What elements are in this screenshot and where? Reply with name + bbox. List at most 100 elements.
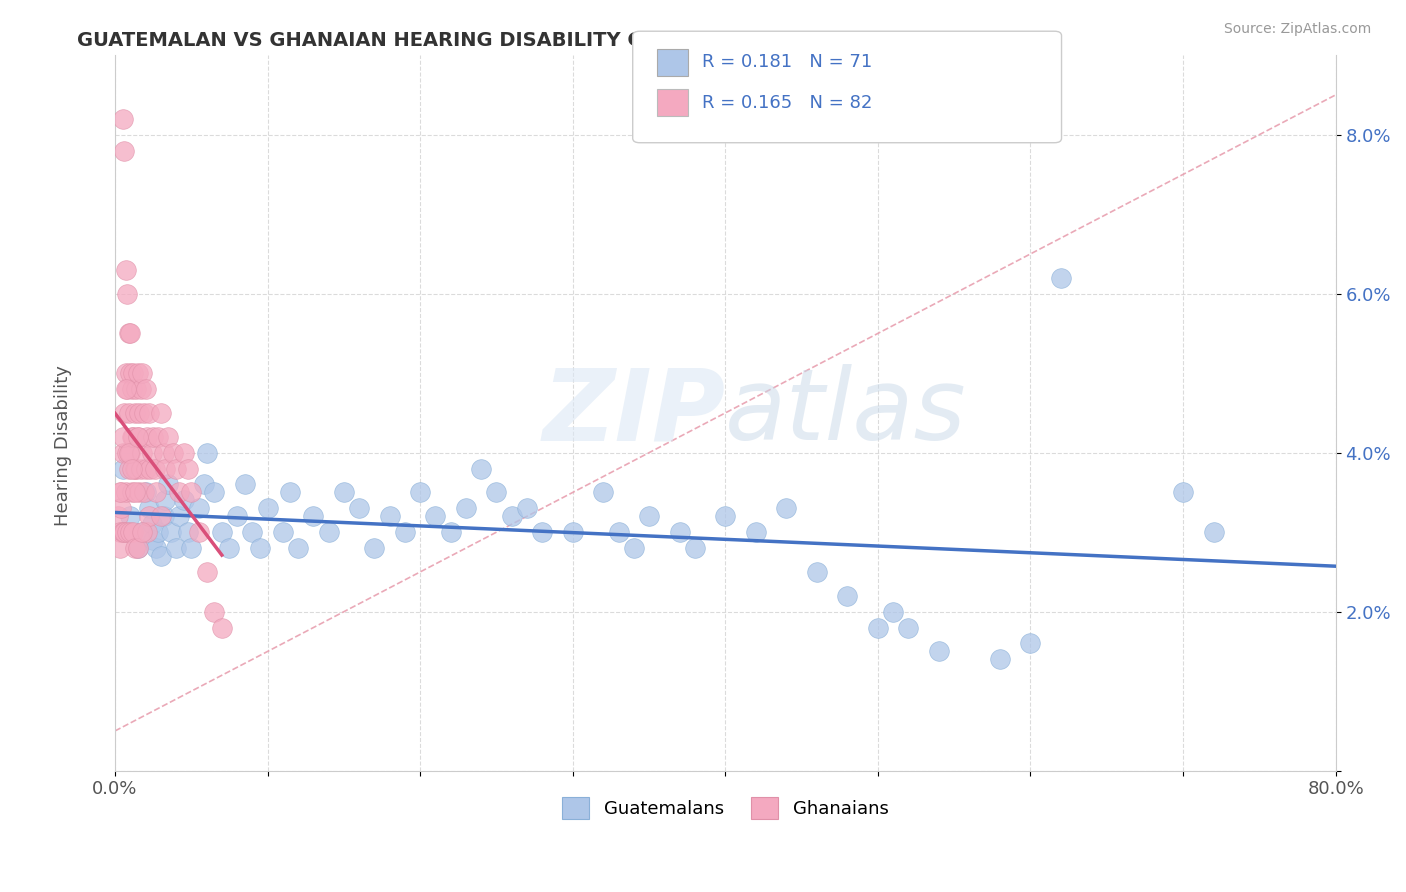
Point xyxy=(110,501,132,516)
Point xyxy=(837,589,859,603)
Text: R = 0.165   N = 82: R = 0.165 N = 82 xyxy=(702,94,872,112)
Point xyxy=(122,525,145,540)
Point xyxy=(162,445,184,459)
Point xyxy=(141,517,163,532)
Point xyxy=(124,461,146,475)
Point xyxy=(122,366,145,380)
Point xyxy=(668,525,690,540)
Point xyxy=(187,525,209,540)
Point xyxy=(271,525,294,540)
Point xyxy=(118,461,141,475)
Point xyxy=(155,493,177,508)
Point xyxy=(516,501,538,516)
Point xyxy=(318,525,340,540)
Point xyxy=(129,382,152,396)
Point xyxy=(124,406,146,420)
Point xyxy=(485,485,508,500)
Point xyxy=(114,262,136,277)
Point xyxy=(111,461,134,475)
Point xyxy=(806,565,828,579)
Point xyxy=(131,525,153,540)
Point xyxy=(114,366,136,380)
Point xyxy=(128,406,150,420)
Point xyxy=(347,501,370,516)
Point xyxy=(153,445,176,459)
Point xyxy=(202,485,225,500)
Point xyxy=(256,501,278,516)
Text: Source: ZipAtlas.com: Source: ZipAtlas.com xyxy=(1223,22,1371,37)
Point xyxy=(115,382,138,396)
Point xyxy=(111,525,134,540)
Legend: Guatemalans, Ghanaians: Guatemalans, Ghanaians xyxy=(555,789,896,826)
Point xyxy=(136,525,159,540)
Point xyxy=(107,509,129,524)
Point xyxy=(138,501,160,516)
Point xyxy=(135,461,157,475)
Point xyxy=(115,525,138,540)
Point xyxy=(142,533,165,548)
Text: GUATEMALAN VS GHANAIAN HEARING DISABILITY CORRELATION CHART: GUATEMALAN VS GHANAIAN HEARING DISABILIT… xyxy=(77,31,862,50)
Point xyxy=(470,461,492,475)
Point xyxy=(561,525,583,540)
Point xyxy=(195,565,218,579)
Text: R = 0.181   N = 71: R = 0.181 N = 71 xyxy=(702,54,872,71)
Point xyxy=(155,461,177,475)
Point xyxy=(409,485,432,500)
Point xyxy=(114,485,136,500)
Point xyxy=(132,485,155,500)
Point xyxy=(775,501,797,516)
Point xyxy=(173,445,195,459)
Point xyxy=(195,445,218,459)
Point xyxy=(440,525,463,540)
Point xyxy=(180,485,202,500)
Point xyxy=(121,382,143,396)
Point xyxy=(120,525,142,540)
Point xyxy=(394,525,416,540)
Point xyxy=(928,644,950,658)
Point xyxy=(623,541,645,555)
Point xyxy=(127,541,149,555)
Point xyxy=(112,144,135,158)
Text: atlas: atlas xyxy=(725,365,967,461)
Point xyxy=(1050,270,1073,285)
Point xyxy=(142,430,165,444)
Point xyxy=(177,461,200,475)
Point xyxy=(866,621,889,635)
Point xyxy=(112,525,135,540)
Point xyxy=(501,509,523,524)
Point xyxy=(146,430,169,444)
Point xyxy=(149,549,172,563)
Point xyxy=(135,382,157,396)
Point xyxy=(139,461,162,475)
Point xyxy=(378,509,401,524)
Point xyxy=(125,382,148,396)
Point xyxy=(280,485,302,500)
Point xyxy=(121,461,143,475)
Point xyxy=(149,406,172,420)
Point xyxy=(128,485,150,500)
Point xyxy=(638,509,661,524)
Point xyxy=(167,485,190,500)
Point xyxy=(218,541,240,555)
Point xyxy=(240,525,263,540)
Point xyxy=(226,509,249,524)
Point xyxy=(108,541,131,555)
Point xyxy=(121,430,143,444)
Point xyxy=(157,430,180,444)
Point xyxy=(193,477,215,491)
Point xyxy=(129,461,152,475)
Point xyxy=(211,621,233,635)
Point xyxy=(160,525,183,540)
Point xyxy=(110,485,132,500)
Point xyxy=(127,366,149,380)
Point xyxy=(153,509,176,524)
Text: Hearing Disability: Hearing Disability xyxy=(55,366,72,526)
Point xyxy=(143,461,166,475)
Point xyxy=(118,406,141,420)
Point xyxy=(115,445,138,459)
Point xyxy=(141,445,163,459)
Point xyxy=(114,382,136,396)
Point xyxy=(988,652,1011,666)
Point xyxy=(127,430,149,444)
Point xyxy=(683,541,706,555)
